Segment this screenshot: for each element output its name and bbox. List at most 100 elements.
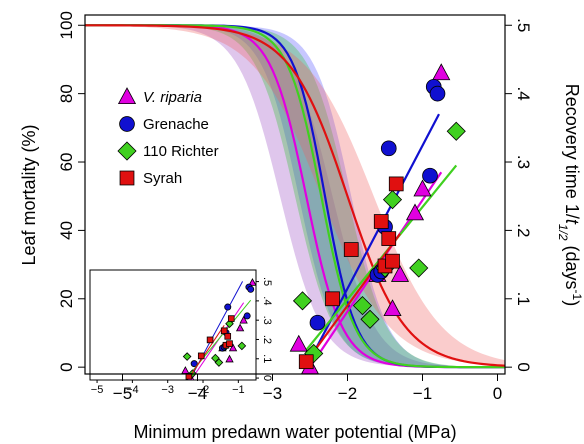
y-left-tick-label: 80: [57, 84, 76, 103]
y-axis-title-right: Recovery time 1/t1/2 (days-1): [556, 84, 584, 306]
inset-point: [224, 303, 232, 311]
x-tick-label: −4: [188, 384, 207, 403]
legend-marker: [119, 116, 135, 132]
recovery-point: [309, 314, 326, 331]
inset-x-tick-label: −2: [197, 384, 210, 396]
recovery-point: [388, 176, 404, 192]
y-axis-title-right-part: ): [562, 300, 582, 306]
inset-plot-area: [181, 278, 256, 380]
inset-point: [214, 358, 224, 367]
inset-point: [220, 327, 228, 335]
inset-point: [247, 285, 255, 293]
inset-point: [235, 323, 245, 332]
recovery-regression-line: [301, 233, 401, 368]
y-right-tick-label: 0: [514, 362, 533, 371]
inset-y-tick-label: .5: [261, 277, 273, 286]
mortality-curve: [85, 24, 505, 367]
legend-marker: [119, 170, 135, 186]
inset-point: [206, 336, 214, 344]
recovery-point: [292, 291, 313, 311]
y-right-tick-label: .2: [514, 223, 533, 237]
confidence-band: [85, 25, 505, 368]
inset-point: [228, 343, 238, 352]
inset-x-tick-label: −1: [232, 384, 245, 396]
recovery-point: [432, 63, 451, 81]
y-left-tick-label: 60: [57, 153, 76, 172]
y-left-tick-label: 0: [57, 362, 76, 371]
recovery-point: [390, 265, 410, 282]
inset-x-tick-label: −5: [91, 384, 104, 396]
inset-x-tick-label: −3: [161, 384, 174, 396]
legend-label: V. riparia: [143, 89, 202, 106]
y-axis-title-right-part: 1/2: [556, 224, 570, 241]
inset-point: [243, 312, 251, 320]
y-axis-title-right-part: Recovery time 1/: [562, 84, 582, 219]
x-tick-label: 0: [493, 384, 502, 403]
inset-y-tick-label: .3: [261, 316, 273, 325]
recovery-point: [289, 334, 308, 352]
recovery-point: [380, 140, 397, 157]
recovery-point: [298, 354, 314, 370]
legend-marker: [117, 87, 137, 104]
inset-point: [182, 352, 192, 361]
inset-point: [225, 354, 234, 363]
x-axis-title: Minimum predawn water potential (MPa): [133, 422, 456, 442]
recovery-point: [325, 291, 340, 307]
y-left-tick-label: 20: [57, 289, 76, 308]
recovery-point: [352, 296, 373, 316]
inset-point: [227, 315, 235, 322]
inset-point: [185, 372, 193, 380]
legend-label: Grenache: [143, 116, 209, 133]
mortality-curves: [85, 24, 505, 369]
recovery-point: [409, 258, 429, 278]
data-points: [289, 63, 466, 375]
y-left-tick-label: 40: [57, 221, 76, 240]
confidence-band: [85, 25, 505, 368]
legend: V. riparia Grenache 110 Richter Syrah: [117, 87, 219, 187]
inset-y-tick-label: .1: [261, 354, 273, 363]
inset-point: [239, 315, 248, 324]
y-right-tick-label: .1: [514, 292, 533, 306]
legend-label: Syrah: [143, 170, 182, 187]
x-tick-label: −5: [113, 384, 132, 403]
y-axis-title-right-part: (days: [562, 241, 582, 290]
y-axis-title-right-part: -1: [570, 290, 584, 301]
confidence-band: [85, 25, 505, 368]
recovery-point: [413, 179, 432, 197]
y-axis-title-right-part: t: [562, 219, 582, 225]
inset-regression-line: [188, 325, 225, 379]
inset-panel: −5 −4 −3 −2 −1 0 .1 .2 .3 .4 .5: [89, 269, 273, 396]
recovery-point: [383, 299, 402, 317]
recovery-point: [422, 167, 438, 184]
inset-y-tick-label: 0: [261, 375, 273, 381]
recovery-point: [373, 214, 389, 229]
recovery-regression-line: [305, 113, 440, 368]
inset-point: [255, 300, 256, 303]
legend-label: 110 Richter: [143, 143, 219, 160]
recovery-point: [360, 309, 380, 329]
y-axis-title-left: Leaf mortality (%): [19, 124, 39, 265]
y-right-tick-label: .3: [514, 155, 533, 169]
legend-marker: [117, 141, 137, 161]
recovery-point: [343, 242, 359, 257]
y-right-tick-label: .5: [514, 18, 533, 32]
recovery-point: [381, 231, 397, 246]
inset-point: [224, 333, 232, 340]
y-left-tick-label: 100: [57, 11, 76, 39]
x-tick-label: −3: [263, 384, 282, 403]
x-tick-label: −2: [338, 384, 357, 403]
x-tick-label: −1: [413, 384, 432, 403]
inset-y-tick-label: .4: [261, 296, 273, 305]
recovery-point: [429, 85, 446, 102]
inset-y-tick-label: .2: [261, 335, 273, 344]
inset-point: [226, 340, 233, 347]
plot-frame: [84, 14, 506, 375]
inset-point: [197, 352, 205, 360]
inset-point: [190, 360, 198, 368]
inset-point: [237, 341, 247, 351]
y-right-tick-label: .4: [514, 87, 533, 101]
recovery-point: [446, 121, 466, 141]
inset-x-tick-label: −4: [126, 384, 139, 396]
